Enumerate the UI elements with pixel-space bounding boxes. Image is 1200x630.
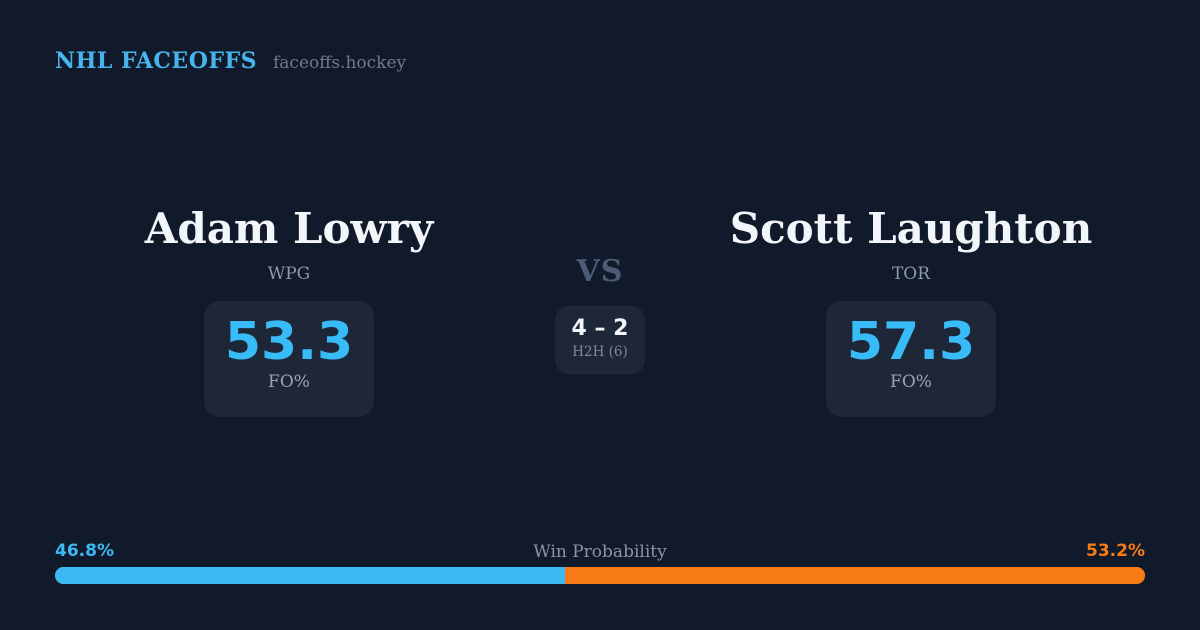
win-probability-bar [55,567,1145,584]
player-right: Scott Laughton TOR 57.3 FO% [701,205,1121,417]
player-left-fo-pct: 53.3 [224,312,354,372]
win-probability-labels: 46.8% Win Probability 53.2% [55,541,1145,563]
site-url: faceoffs.hockey [273,53,407,73]
win-probability-title: Win Probability [533,542,667,562]
player-left-name: Adam Lowry [144,204,434,253]
vs-block: VS 4 – 2 H2H (6) [490,254,710,374]
player-left-stat-label: FO% [268,372,310,392]
header: NHL FACEOFFS faceoffs.hockey [55,48,406,74]
win-probability-right-pct: 53.2% [1086,541,1145,561]
vs-label: VS [576,254,624,289]
win-bar-left-segment [55,567,566,584]
win-bar-right-segment [565,567,1145,584]
player-right-stat-card: 57.3 FO% [826,301,996,417]
h2h-score: 4 – 2 [571,316,629,341]
h2h-card: 4 – 2 H2H (6) [555,306,645,374]
player-right-stat-label: FO% [890,372,932,392]
player-left-team: WPG [267,264,311,284]
h2h-label: H2H (6) [572,344,628,360]
brand-title: NHL FACEOFFS [55,48,257,74]
win-probability-left-pct: 46.8% [55,541,114,561]
player-right-fo-pct: 57.3 [846,312,976,372]
player-right-team: TOR [891,264,931,284]
player-left: Adam Lowry WPG 53.3 FO% [79,205,499,417]
player-right-name: Scott Laughton [729,204,1093,253]
player-left-stat-card: 53.3 FO% [204,301,374,417]
